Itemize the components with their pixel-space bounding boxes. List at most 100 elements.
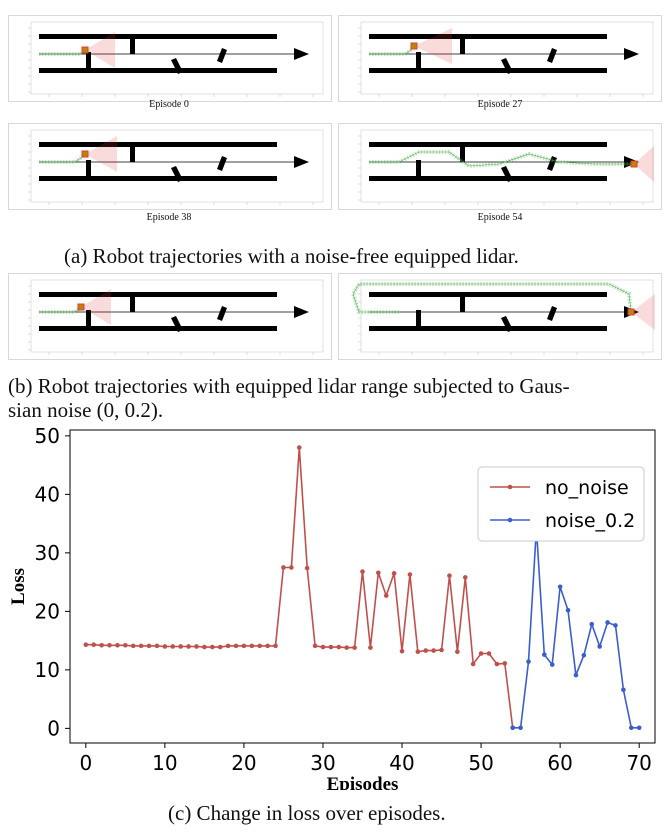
- data-point-noise_0.2: [557, 584, 563, 590]
- episode-label-27: Episode 27: [477, 99, 523, 110]
- data-point-no_noise: [383, 593, 389, 598]
- robot-trajectory: [350, 282, 633, 314]
- lidar-fan: [85, 136, 117, 172]
- maze-drawing: [28, 21, 324, 97]
- obstacle-4: [547, 306, 557, 321]
- data-point-no_noise: [107, 642, 112, 648]
- maze-drawing: [358, 129, 654, 205]
- obstacle-3: [171, 166, 183, 182]
- plot-frame: [360, 129, 654, 203]
- data-point-no_noise: [241, 643, 247, 649]
- data-point-no_noise: [178, 644, 183, 649]
- caption-c: (c) Change in loss over episodes.: [168, 801, 446, 825]
- data-point-no_noise: [162, 644, 168, 649]
- data-point-noise_0.2: [581, 652, 587, 658]
- data-point-no_noise: [368, 645, 373, 650]
- obstacle-2: [130, 38, 135, 54]
- data-point-no_noise: [233, 643, 239, 649]
- robot-trajectory: [39, 152, 87, 164]
- episode-label-0: Episode 0: [149, 99, 189, 110]
- maze-drawing: [28, 129, 324, 205]
- bottom-wall: [369, 68, 607, 73]
- data-point-no_noise: [281, 565, 286, 570]
- x-tick-label: 40: [389, 751, 414, 775]
- x-tick-label: 60: [547, 751, 572, 775]
- data-point-noise_0.2: [565, 607, 571, 613]
- obstacle-1: [86, 160, 91, 178]
- x-tick-label: 50: [468, 751, 493, 775]
- bottom-wall: [39, 176, 277, 181]
- data-point-no_noise: [115, 642, 120, 648]
- data-point-no_noise: [320, 644, 326, 650]
- trajectory-panel-noise-right: [338, 273, 662, 360]
- obstacle-1: [86, 52, 91, 70]
- robot-marker: [630, 160, 638, 168]
- data-point-no_noise: [478, 651, 484, 656]
- lidar-fan: [81, 289, 111, 325]
- robot-trajectory-core: [369, 151, 634, 167]
- obstacle-3: [171, 316, 183, 332]
- data-point-no_noise: [265, 643, 270, 649]
- data-point-noise_0.2: [628, 725, 634, 731]
- y-axis-label: Loss: [8, 568, 29, 605]
- data-point-no_noise: [312, 643, 318, 649]
- data-point-no_noise: [360, 569, 365, 574]
- y-tick-label: 0: [47, 716, 60, 740]
- obstacle-1: [86, 310, 91, 328]
- data-point-no_noise: [257, 643, 263, 649]
- legend-label-noise_0.2: noise_0.2: [545, 510, 635, 532]
- data-point-noise_0.2: [613, 623, 618, 628]
- obstacle-1: [416, 310, 421, 328]
- y-tick-label: 20: [35, 599, 60, 623]
- robot-marker: [627, 308, 635, 316]
- data-point-noise_0.2: [589, 621, 595, 627]
- data-point-no_noise: [376, 570, 381, 576]
- top-wall: [369, 142, 607, 147]
- top-wall: [369, 34, 607, 39]
- trajectory-panel-ep54: [338, 123, 662, 210]
- robot-marker: [77, 303, 85, 311]
- legend-label-no_noise: no_noise: [545, 477, 629, 499]
- obstacle-2: [460, 146, 465, 162]
- maze-drawing: [28, 279, 324, 355]
- data-point-no_noise: [123, 642, 128, 648]
- data-point-no_noise: [225, 643, 231, 649]
- data-point-no_noise: [130, 643, 136, 649]
- trajectory-panel-ep27: [338, 15, 662, 102]
- data-point-noise_0.2: [636, 725, 642, 731]
- data-point-no_noise: [423, 648, 429, 653]
- x-tick-label: 70: [626, 751, 651, 775]
- data-point-noise_0.2: [573, 672, 579, 678]
- y-tick-label: 50: [35, 425, 60, 448]
- data-point-noise_0.2: [526, 659, 531, 664]
- lidar-fan: [414, 28, 452, 64]
- data-point-no_noise: [447, 573, 452, 578]
- data-point-no_noise: [502, 661, 508, 666]
- lidar-fan: [634, 146, 654, 182]
- data-point-no_noise: [439, 647, 444, 653]
- top-wall: [39, 34, 277, 39]
- robot-marker: [81, 150, 89, 158]
- bottom-wall: [39, 326, 277, 331]
- data-point-no_noise: [146, 643, 152, 649]
- robot-marker: [410, 42, 418, 50]
- x-tick-label: 20: [231, 751, 256, 775]
- obstacle-3: [501, 166, 513, 182]
- x-tick-label: 30: [310, 751, 335, 775]
- data-point-no_noise: [217, 644, 223, 650]
- data-point-no_noise: [186, 644, 191, 649]
- data-point-no_noise: [249, 643, 255, 649]
- x-tick-label: 10: [152, 751, 177, 775]
- data-point-no_noise: [352, 645, 357, 650]
- plot-frame: [30, 279, 324, 353]
- series-line-no_noise: [85, 447, 514, 728]
- trajectory-panel-ep0: [8, 15, 332, 102]
- data-point-no_noise: [289, 565, 294, 570]
- data-point-no_noise: [83, 642, 89, 648]
- obstacle-3: [501, 316, 513, 332]
- trajectory-panel-ep38: [8, 123, 332, 210]
- obstacle-4: [217, 306, 227, 321]
- data-point-no_noise: [91, 642, 97, 648]
- data-point-no_noise: [273, 643, 278, 649]
- obstacle-2: [460, 296, 465, 312]
